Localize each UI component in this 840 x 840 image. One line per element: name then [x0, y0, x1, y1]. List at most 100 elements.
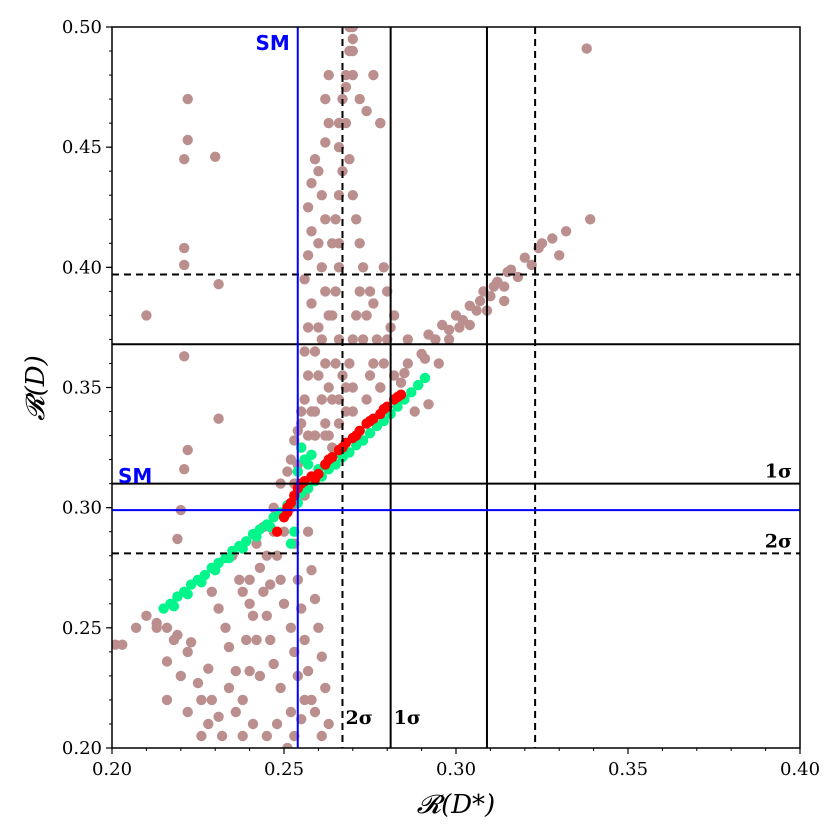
data-point-series-1 [406, 387, 417, 398]
data-point-series-1 [251, 531, 262, 542]
data-point-series-0 [399, 367, 410, 379]
data-point-series-0 [282, 466, 293, 477]
data-point-series-1 [168, 601, 180, 612]
data-point-series-0 [179, 154, 190, 165]
data-point-series-0 [313, 322, 324, 333]
data-point-series-0 [371, 334, 383, 345]
data-point-series-2 [271, 526, 283, 537]
data-point-series-0 [402, 334, 413, 345]
data-point-series-0 [271, 550, 283, 561]
data-point-series-0 [234, 574, 245, 585]
data-point-series-0 [299, 634, 310, 646]
data-point-series-0 [357, 262, 369, 273]
data-point-series-0 [203, 663, 214, 674]
data-point-series-2 [282, 507, 293, 518]
data-point-series-0 [347, 69, 358, 81]
horizontal-sigma-label: 2σ [765, 530, 792, 552]
data-point-series-0 [299, 346, 310, 357]
x-tick-label: 0.35 [608, 759, 648, 780]
data-point-series-0 [309, 593, 321, 605]
data-point-series-0 [213, 279, 224, 290]
data-point-series-0 [464, 319, 475, 331]
scatter-points [112, 27, 596, 748]
data-point-series-0 [368, 298, 379, 309]
data-point-series-0 [364, 370, 376, 381]
data-point-series-0 [179, 259, 190, 271]
data-point-series-0 [395, 377, 407, 388]
data-point-series-0 [179, 464, 190, 475]
x-tick-label: 0.40 [780, 759, 820, 780]
data-point-series-2 [378, 403, 389, 415]
data-point-series-0 [502, 266, 513, 278]
data-point-series-0 [141, 310, 152, 321]
data-point-series-0 [320, 137, 331, 148]
data-point-series-0 [302, 250, 314, 261]
data-point-series-0 [261, 730, 272, 742]
plot-frame [111, 26, 801, 749]
data-point-series-0 [316, 394, 327, 405]
data-point-series-0 [361, 394, 372, 405]
axis-ticks: 0.20 0.25 0.30 0.35 0.40 0.20 0.25 0.30 0.35 0.40… [62, 17, 820, 780]
reference-lines [112, 27, 800, 748]
data-point-series-0 [347, 33, 358, 45]
data-point-series-0 [254, 562, 266, 573]
data-point-series-2 [351, 430, 362, 441]
data-point-series-0 [327, 310, 338, 321]
data-point-series-0 [168, 634, 180, 646]
data-point-series-0 [354, 238, 365, 249]
data-point-series-0 [268, 658, 279, 670]
data-point-series-0 [220, 622, 231, 633]
data-point-series-1 [413, 379, 424, 391]
data-point-series-0 [454, 322, 465, 333]
data-point-series-0 [206, 586, 217, 597]
data-point-series-0 [285, 622, 297, 633]
data-point-series-1 [196, 577, 207, 588]
data-point-series-0 [302, 370, 314, 381]
data-point-series-0 [419, 353, 431, 364]
data-point-series-2 [309, 473, 321, 484]
data-point-series-0 [278, 598, 290, 609]
data-point-series-0 [175, 670, 186, 682]
data-point-series-0 [378, 358, 389, 369]
data-point-series-0 [172, 533, 183, 545]
data-point-series-1 [237, 543, 248, 554]
data-point-series-0 [554, 250, 565, 261]
data-point-series-0 [313, 622, 324, 633]
data-point-series-0 [161, 656, 173, 667]
data-point-series-0 [320, 286, 331, 297]
vertical-sigma-label: 2σ [345, 707, 372, 729]
data-point-series-0 [344, 27, 355, 33]
data-point-series-0 [357, 334, 369, 345]
data-point-series-0 [351, 310, 362, 321]
data-point-series-0 [241, 634, 252, 646]
data-point-series-1 [210, 565, 221, 576]
data-point-series-0 [244, 574, 255, 585]
x-tick-label: 0.30 [436, 759, 476, 780]
data-point-series-0 [213, 603, 224, 614]
data-point-series-0 [320, 214, 331, 225]
data-point-series-0 [196, 730, 207, 742]
data-point-series-0 [285, 706, 297, 718]
data-point-series-0 [302, 430, 314, 441]
data-point-series-0 [585, 214, 596, 225]
data-point-series-0 [185, 637, 197, 648]
data-point-series-0 [313, 370, 324, 381]
data-point-series-0 [223, 641, 235, 653]
data-point-series-0 [433, 358, 444, 369]
data-point-series-0 [309, 154, 321, 165]
data-point-series-0 [306, 565, 317, 576]
data-point-series-0 [316, 190, 327, 201]
data-point-series-1 [182, 589, 193, 600]
data-point-series-0 [488, 281, 499, 292]
data-point-series-0 [361, 105, 372, 117]
data-point-series-0 [244, 665, 255, 677]
data-point-series-0 [247, 718, 259, 730]
data-point-series-0 [182, 134, 193, 146]
data-point-series-0 [347, 190, 358, 201]
y-tick-label: 0.30 [62, 498, 102, 519]
data-point-series-0 [309, 406, 321, 417]
data-point-series-0 [282, 742, 293, 748]
data-point-series-0 [213, 413, 224, 424]
y-tick-label: 0.50 [62, 17, 102, 38]
